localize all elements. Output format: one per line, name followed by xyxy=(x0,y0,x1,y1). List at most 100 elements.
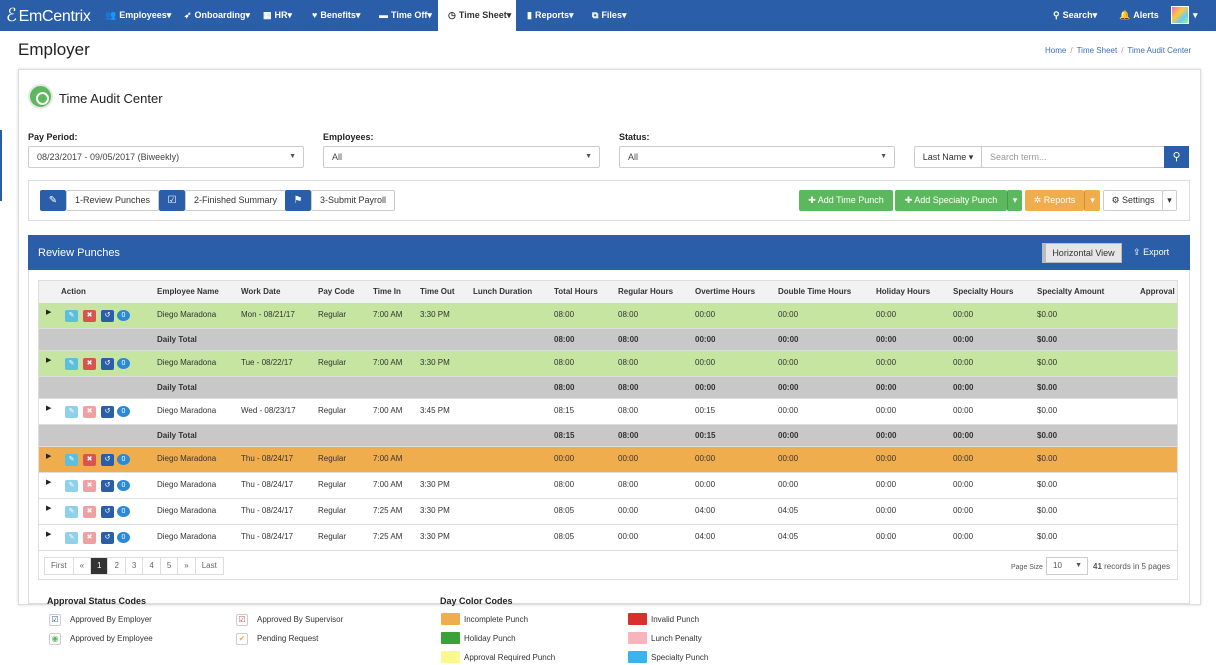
expand-row-icon[interactable]: ▶ xyxy=(46,531,52,538)
comments-icon[interactable]: 0 xyxy=(117,532,130,543)
delete-punch-icon[interactable]: ✖ xyxy=(83,506,96,518)
page-size-select[interactable]: 10 ▼ xyxy=(1046,557,1088,575)
expand-row-icon[interactable]: ▶ xyxy=(46,505,52,512)
step-1-label[interactable]: 1-Review Punches xyxy=(66,190,160,211)
expand-row-icon[interactable]: ▶ xyxy=(46,479,52,486)
comments-icon[interactable]: 0 xyxy=(117,480,130,491)
employees-select[interactable]: All ▼ xyxy=(323,146,600,168)
expand-row-icon[interactable]: ▶ xyxy=(46,405,52,412)
page-1[interactable]: 1 xyxy=(91,558,109,574)
daily-total-row: Daily Total 08:00 08:00 00:00 00:00 00:00 00:0… xyxy=(39,329,1177,351)
reports-dropdown[interactable]: ▾ xyxy=(1084,190,1100,211)
delete-punch-icon[interactable]: ✖ xyxy=(83,454,96,466)
step-3-button[interactable]: ⚑ xyxy=(285,190,311,211)
page-prev[interactable]: « xyxy=(73,558,92,574)
search-button[interactable]: ⚲ xyxy=(1164,146,1189,168)
add-specialty-dropdown[interactable]: ▾ xyxy=(1007,190,1022,211)
cell-specialty-hours: 00:00 xyxy=(953,532,974,541)
expand-row-icon[interactable]: ▶ xyxy=(46,453,52,460)
history-icon[interactable]: ↺ xyxy=(101,358,114,370)
history-icon[interactable]: ↺ xyxy=(101,532,114,544)
table-row: ▶ ✎ ✖ ↺ 0 Diego Maradona Thu - 08/24/17 Regular… xyxy=(39,447,1177,473)
cell-regular-hours: 08:00 xyxy=(618,358,639,367)
history-icon[interactable]: ↺ xyxy=(101,406,114,418)
step-1-button[interactable]: ✎ xyxy=(40,190,66,211)
chevron-down-icon: ▼ xyxy=(880,153,887,160)
search-by-dropdown[interactable]: Last Name ▾ xyxy=(914,146,982,168)
nav-hr[interactable]: ▦ HR▾ xyxy=(263,10,293,20)
breadcrumb-time-sheet[interactable]: Time Sheet xyxy=(1076,46,1118,55)
edit-punch-icon[interactable]: ✎ xyxy=(65,532,78,544)
cell-holiday-hours: 00:00 xyxy=(876,310,897,319)
edit-punch-icon[interactable]: ✎ xyxy=(65,454,78,466)
edit-punch-icon[interactable]: ✎ xyxy=(65,506,78,518)
edit-punch-icon[interactable]: ✎ xyxy=(65,480,78,492)
total-specialty-amount: $0.00 xyxy=(1037,383,1058,392)
breadcrumb-time-audit-center[interactable]: Time Audit Center xyxy=(1127,46,1192,55)
color-swatch xyxy=(628,613,647,625)
page-next[interactable]: » xyxy=(178,558,196,574)
nav-time-sheet[interactable]: ◷ Time Sheet▾ xyxy=(438,0,516,31)
comments-icon[interactable]: 0 xyxy=(117,310,130,321)
step-2-label[interactable]: 2-Finished Summary xyxy=(185,190,287,211)
status-select[interactable]: All ▼ xyxy=(619,146,895,168)
nav-benefits[interactable]: ♥ Benefits▾ xyxy=(312,10,361,20)
cell-double-time-hours: 00:00 xyxy=(778,310,799,319)
edit-punch-icon[interactable]: ✎ xyxy=(65,310,78,322)
step-2-button[interactable]: ☑ xyxy=(159,190,185,211)
delete-punch-icon[interactable]: ✖ xyxy=(83,480,96,492)
comments-icon[interactable]: 0 xyxy=(117,406,130,417)
search-input[interactable]: Search term... xyxy=(981,146,1165,168)
settings-dropdown[interactable]: ▾ xyxy=(1162,190,1177,211)
comments-icon[interactable]: 0 xyxy=(117,506,130,517)
comments-icon[interactable]: 0 xyxy=(117,454,130,465)
page-last[interactable]: Last xyxy=(195,558,223,574)
expand-row-icon[interactable]: ▶ xyxy=(46,357,52,364)
delete-punch-icon[interactable]: ✖ xyxy=(83,358,96,370)
cell-double-time-hours: 00:00 xyxy=(778,406,799,415)
page-3[interactable]: 3 xyxy=(125,558,144,574)
column-header-approval: Approval xyxy=(1140,287,1175,296)
total-holiday-hours: 00:00 xyxy=(876,383,897,392)
expand-row-icon[interactable]: ▶ xyxy=(46,309,52,316)
breadcrumb-home[interactable]: Home xyxy=(1045,46,1067,55)
avatar-caret-icon[interactable]: ▾ xyxy=(1193,10,1198,20)
delete-punch-icon[interactable]: ✖ xyxy=(83,310,96,322)
column-header-double-time-hours: Double Time Hours xyxy=(778,287,852,296)
cell-time-in: 7:00 AM xyxy=(373,310,403,319)
history-icon[interactable]: ↺ xyxy=(101,506,114,518)
add-time-punch-button[interactable]: ✚ Add Time Punch xyxy=(799,190,893,211)
comments-icon[interactable]: 0 xyxy=(117,358,130,369)
nav-time-off[interactable]: ▬ Time Off▾ xyxy=(379,10,432,20)
history-icon[interactable]: ↺ xyxy=(101,480,114,492)
app-logo[interactable]: ℰ EmCentrix xyxy=(6,5,91,25)
page-2[interactable]: 2 xyxy=(108,558,126,574)
page-first[interactable]: First xyxy=(45,558,74,574)
edit-punch-icon[interactable]: ✎ xyxy=(65,406,78,418)
reports-button[interactable]: ✲ Reports xyxy=(1025,190,1084,211)
nav-reports[interactable]: ▮ Reports▾ xyxy=(527,10,574,20)
delete-punch-icon[interactable]: ✖ xyxy=(83,406,96,418)
edit-punch-icon[interactable]: ✎ xyxy=(65,358,78,370)
history-icon[interactable]: ↺ xyxy=(101,310,114,322)
nav-employees[interactable]: 👥 Employees▾ xyxy=(105,10,172,20)
horizontal-view-button[interactable]: Horizontal View xyxy=(1042,243,1122,263)
pay-period-select[interactable]: 08/23/2017 - 09/05/2017 (Biweekly) ▼ xyxy=(28,146,304,168)
breadcrumb-separator: / xyxy=(1070,46,1073,55)
cell-regular-hours: 08:00 xyxy=(618,480,639,489)
history-icon[interactable]: ↺ xyxy=(101,454,114,466)
settings-button[interactable]: ⚙ Settings xyxy=(1103,190,1163,211)
step-3-label[interactable]: 3-Submit Payroll xyxy=(311,190,396,211)
page-5[interactable]: 5 xyxy=(160,558,179,574)
add-specialty-punch-button[interactable]: ✚ Add Specialty Punch xyxy=(895,190,1007,211)
delete-punch-icon[interactable]: ✖ xyxy=(83,532,96,544)
nav-search[interactable]: ⚲ Search▾ xyxy=(1053,10,1098,20)
export-button[interactable]: ⇪ Export xyxy=(1133,247,1170,257)
nav-files[interactable]: ⧉ Files▾ xyxy=(592,10,627,20)
nav-onboarding[interactable]: ➶ Onboarding▾ xyxy=(184,10,251,20)
avatar[interactable] xyxy=(1171,6,1189,24)
clock-icon: ◷ xyxy=(448,10,456,20)
records-summary: 41 records in 5 pages xyxy=(1093,562,1170,571)
nav-alerts[interactable]: 🔔 Alerts xyxy=(1119,10,1159,20)
page-4[interactable]: 4 xyxy=(143,558,161,574)
